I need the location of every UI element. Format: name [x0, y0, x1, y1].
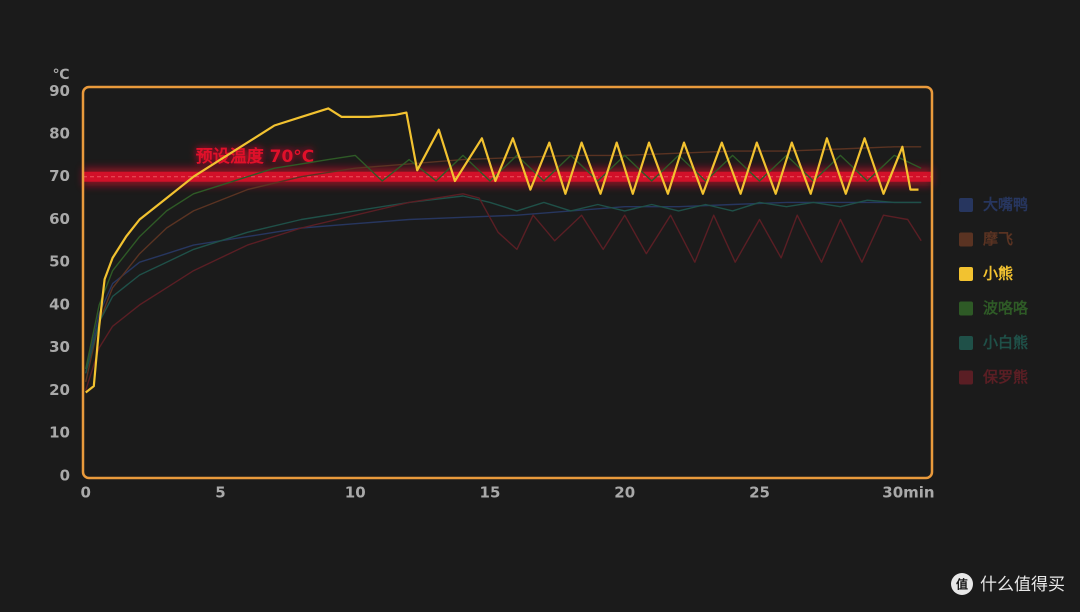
watermark-icon-bg	[951, 573, 973, 595]
y-tick-label: 50	[49, 253, 70, 271]
x-tick-label: 5	[215, 484, 225, 502]
annotation-glow: 预设温度 70°C	[196, 146, 315, 167]
legend-label: 保罗熊	[982, 368, 1028, 386]
legend-label: 小熊	[983, 265, 1013, 283]
y-unit: ℃	[53, 67, 70, 83]
y-tick-label: 40	[49, 295, 70, 313]
legend-swatch	[959, 336, 973, 350]
y-tick-label: 80	[49, 125, 70, 143]
series-line	[85, 154, 922, 370]
legend-label: 大嘴鸭	[983, 196, 1028, 214]
series-line	[85, 193, 922, 391]
series-line	[85, 201, 922, 374]
y-tick-label: 60	[49, 210, 70, 228]
legend-label: 摩飞	[983, 230, 1013, 248]
legend-swatch	[959, 370, 973, 385]
series-line	[85, 146, 922, 383]
threshold-band	[83, 171, 932, 182]
legend-swatch	[959, 232, 973, 247]
x-tick-label: 20	[614, 484, 635, 502]
y-tick-label: 0	[60, 466, 70, 484]
legend-swatch	[959, 198, 973, 212]
y-tick-label: 10	[49, 424, 70, 442]
x-tick-label: 25	[749, 484, 770, 502]
y-tick-label: 30	[49, 338, 70, 356]
y-tick-label: 90	[49, 82, 70, 100]
plot-frame	[81, 85, 934, 480]
annotation: 预设温度 70°C	[196, 146, 315, 167]
x-tick-label: 0	[80, 484, 90, 502]
x-tick-label: 30min	[882, 484, 934, 502]
y-tick-label: 20	[49, 381, 70, 399]
series-line	[85, 195, 922, 374]
x-tick-label: 15	[480, 484, 501, 502]
legend-swatch	[959, 301, 973, 316]
watermark-icon: 值	[956, 577, 968, 592]
y-tick-label: 70	[49, 167, 70, 185]
watermark-text: 什么值得买	[980, 575, 1065, 595]
legend-label: 波咯咯	[983, 299, 1029, 317]
x-tick-label: 10	[345, 484, 366, 502]
legend-label: 小白熊	[983, 334, 1028, 352]
series-line	[85, 107, 919, 394]
legend-swatch	[959, 267, 973, 281]
